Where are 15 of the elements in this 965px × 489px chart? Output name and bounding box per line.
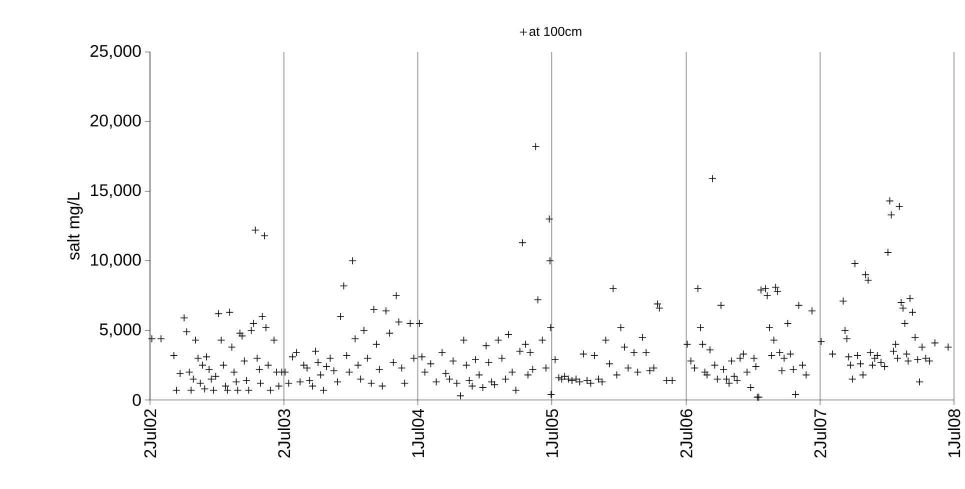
y-tick-label: 20,000 bbox=[90, 114, 141, 129]
y-axis-title: salt mg/L bbox=[67, 192, 83, 260]
x-tick-label: 1Jul05 bbox=[546, 409, 558, 458]
x-tick-label: 1Jul08 bbox=[948, 409, 960, 458]
legend-label: at 100cm bbox=[529, 26, 582, 36]
x-tick-label: 2Jul03 bbox=[278, 409, 290, 458]
y-tick-label: 5,000 bbox=[100, 323, 141, 338]
y-tick-label: 0 bbox=[132, 394, 141, 406]
y-tick-label: 10,000 bbox=[90, 254, 141, 268]
y-tick-label: 15,000 bbox=[90, 184, 141, 198]
x-tick-label: 2Jul07 bbox=[814, 409, 826, 458]
y-tick-label: 25,000 bbox=[90, 44, 141, 59]
x-tick-label: 2Jul02 bbox=[144, 409, 156, 458]
x-tick-label: 2Jul06 bbox=[680, 409, 692, 458]
x-tick-label: 1Jul04 bbox=[412, 409, 424, 458]
